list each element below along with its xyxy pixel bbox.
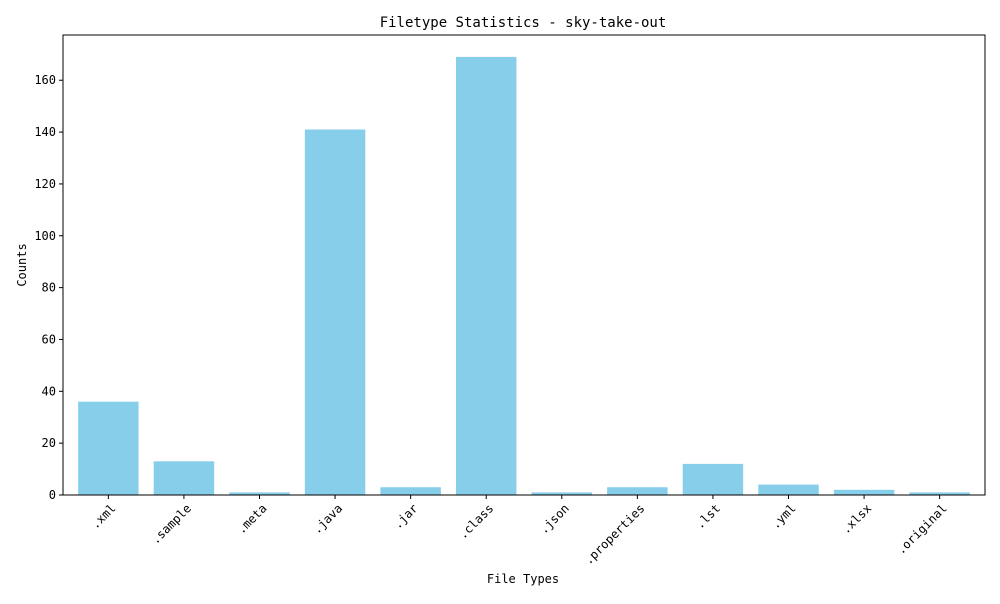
y-tick-label: 20 [42, 436, 56, 450]
x-tick-label: .java [310, 501, 345, 536]
bar-meta [229, 492, 290, 495]
x-tick-label: .sample [148, 501, 194, 547]
y-tick-label: 100 [34, 229, 56, 243]
bar-class [455, 56, 517, 496]
chart-title: Filetype Statistics - sky-take-out [380, 15, 667, 31]
x-tick-label: .yml [768, 501, 798, 531]
y-tick-label: 40 [42, 384, 56, 398]
y-tick-label: 120 [34, 177, 56, 191]
x-tick-label: .meta [234, 501, 269, 536]
bar-original [909, 492, 970, 495]
x-tick-label: .xlsx [839, 501, 874, 536]
y-tick-label: 160 [34, 73, 56, 87]
bar-lst [682, 463, 744, 495]
x-tick-label: .class [456, 501, 497, 542]
plot-frame [62, 34, 986, 496]
bar-jar [380, 487, 441, 495]
x-tick-label: .xml [88, 501, 118, 531]
x-tick-label: .json [536, 501, 571, 536]
x-axis-label: File Types [487, 572, 559, 586]
y-tick-label: 0 [49, 488, 56, 502]
x-tick-label: .jar [390, 501, 420, 531]
x-axis: .xml .sample .meta .java .jar .class .json .pro… [88, 495, 950, 567]
bars-group [78, 56, 970, 496]
y-tick-label: 60 [42, 332, 56, 346]
y-tick-label: 80 [42, 281, 56, 295]
bar-xml [78, 401, 139, 495]
bar-xlsx [833, 489, 895, 495]
bar-json [531, 492, 593, 495]
bar-java [304, 129, 366, 495]
y-axis-label: Counts [15, 243, 29, 286]
bar-properties [607, 487, 668, 495]
y-tick-label: 140 [34, 125, 56, 139]
bar-sample [153, 461, 215, 495]
x-tick-label: .properties [581, 501, 647, 567]
x-tick-label: .lst [693, 501, 723, 531]
bar-yml [758, 484, 819, 495]
y-axis: 0 20 40 60 80 100 120 140 160 [34, 73, 63, 502]
x-tick-label: .original [894, 501, 950, 557]
